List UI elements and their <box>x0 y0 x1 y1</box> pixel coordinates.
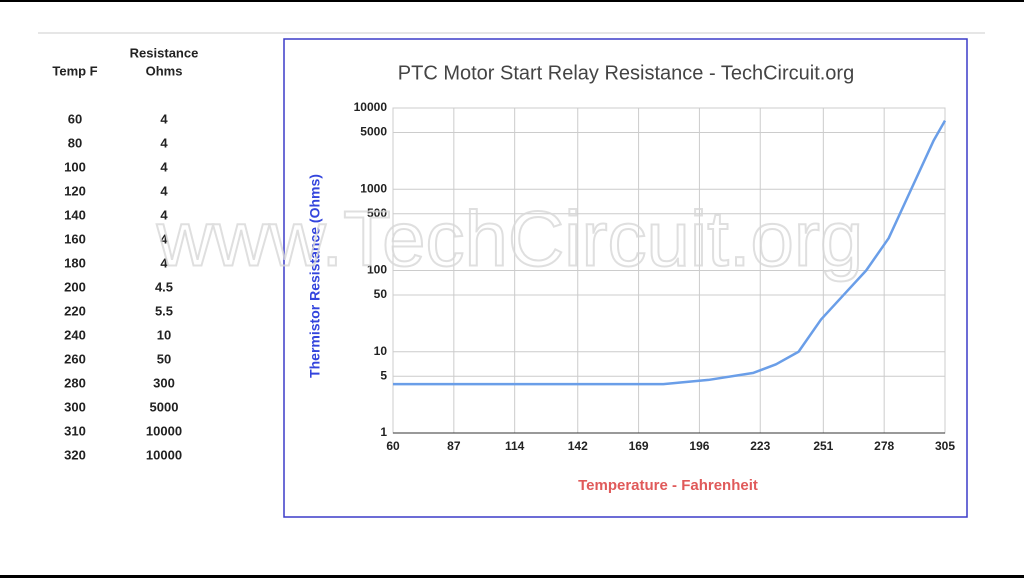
x-tick-label: 114 <box>505 439 525 453</box>
y-tick-label: 100 <box>367 263 387 277</box>
table-cell: 300 <box>153 375 175 390</box>
table-cell: 4.5 <box>155 279 173 294</box>
table-cell: 220 <box>64 303 86 318</box>
table-cell: 5000 <box>150 399 179 414</box>
table-header: Temp F <box>52 63 97 78</box>
table-cell: 120 <box>64 183 86 198</box>
x-tick-label: 305 <box>935 439 955 453</box>
table-cell: 60 <box>68 111 82 126</box>
table-cell: 4 <box>160 111 168 126</box>
x-axis-label: Temperature - Fahrenheit <box>578 477 758 494</box>
x-tick-label: 87 <box>447 439 461 453</box>
y-axis-label: Thermistor Resistance (Ohms) <box>307 174 323 378</box>
table-cell: 4 <box>160 255 168 270</box>
table-cell: 140 <box>64 207 86 222</box>
bottom-bar <box>0 575 1024 578</box>
table-cell: 80 <box>68 135 82 150</box>
table-cell: 4 <box>160 231 168 246</box>
table-cell: 50 <box>157 351 171 366</box>
table-cell: 200 <box>64 279 86 294</box>
x-tick-label: 278 <box>874 439 894 453</box>
table-cell: 280 <box>64 375 86 390</box>
table-cell: 5.5 <box>155 303 173 318</box>
top-bar <box>0 0 1024 2</box>
line-series <box>393 119 947 386</box>
x-tick-label: 60 <box>386 439 400 453</box>
table-cell: 4 <box>160 207 168 222</box>
y-tick-label: 10000 <box>354 100 388 114</box>
table-cell: 4 <box>160 183 168 198</box>
x-tick-label: 223 <box>750 439 770 453</box>
table-cell: 4 <box>160 135 168 150</box>
table-header: Ohms <box>146 63 183 78</box>
table-cell: 240 <box>64 327 86 342</box>
table-cell: 10000 <box>146 447 182 462</box>
table-cell: 160 <box>64 231 86 246</box>
table-cell: 10000 <box>146 423 182 438</box>
y-tick-label: 1 <box>380 425 387 439</box>
chart-title: PTC Motor Start Relay Resistance - TechC… <box>398 62 854 84</box>
table-cell: 320 <box>64 447 86 462</box>
x-tick-label: 142 <box>568 439 588 453</box>
table-cell: 300 <box>64 399 86 414</box>
table-cell: 4 <box>160 159 168 174</box>
y-tick-label: 500 <box>367 206 387 220</box>
y-tick-label: 50 <box>374 287 388 301</box>
table-cell: 10 <box>157 327 171 342</box>
x-tick-label: 196 <box>689 439 709 453</box>
x-tick-label: 169 <box>629 439 649 453</box>
table: Temp F Resistance Ohms 60 4 80 4 100 4 120 4 140 4 16… <box>52 45 198 462</box>
plot: 1 5 10 50 100 500 1000 5000 10000 60 87 114 142 169 19… <box>354 100 956 453</box>
y-tick-label: 10 <box>374 344 388 358</box>
table-cell: 180 <box>64 255 86 270</box>
table-cell: 310 <box>64 423 86 438</box>
y-tick-label: 5 <box>380 368 387 382</box>
x-tick-label: 251 <box>813 439 833 453</box>
y-tick-label: 5000 <box>360 125 387 139</box>
table-cell: 260 <box>64 351 86 366</box>
table-cell: 100 <box>64 159 86 174</box>
watermark: www.TechCircuit.org <box>156 195 864 283</box>
y-tick-label: 1000 <box>360 181 387 195</box>
table-header: Resistance <box>130 45 199 60</box>
